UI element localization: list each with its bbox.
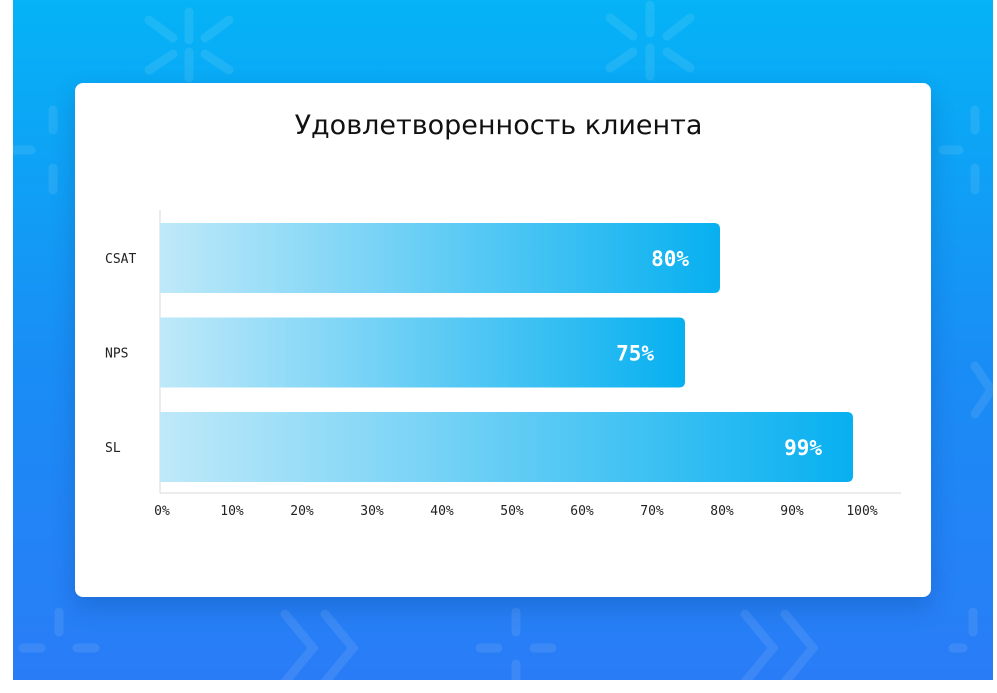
decorative-pattern (13, 0, 993, 680)
category-label: SL (105, 441, 121, 456)
x-tick-label: 10% (220, 504, 244, 519)
data-label: 75% (616, 342, 654, 366)
x-tick-label: 30% (360, 504, 384, 519)
bar-sl (160, 412, 853, 482)
x-tick-label: 100% (846, 504, 877, 519)
bar-nps (160, 317, 685, 388)
x-tick-label: 50% (500, 504, 524, 519)
x-tick-label: 40% (430, 504, 454, 519)
x-tick-label: 20% (290, 504, 314, 519)
category-label: CSAT (105, 252, 136, 267)
chart-title: Удовлетворенность клиента (294, 110, 703, 141)
data-label: 99% (784, 436, 822, 460)
bar-csat (160, 223, 720, 293)
category-label: NPS (105, 347, 128, 362)
x-tick-label: 0% (154, 504, 170, 519)
x-tick-label: 70% (640, 504, 664, 519)
x-tick-label: 80% (710, 504, 734, 519)
x-tick-label: 60% (570, 504, 594, 519)
data-label: 80% (651, 247, 689, 271)
x-tick-label: 90% (780, 504, 804, 519)
